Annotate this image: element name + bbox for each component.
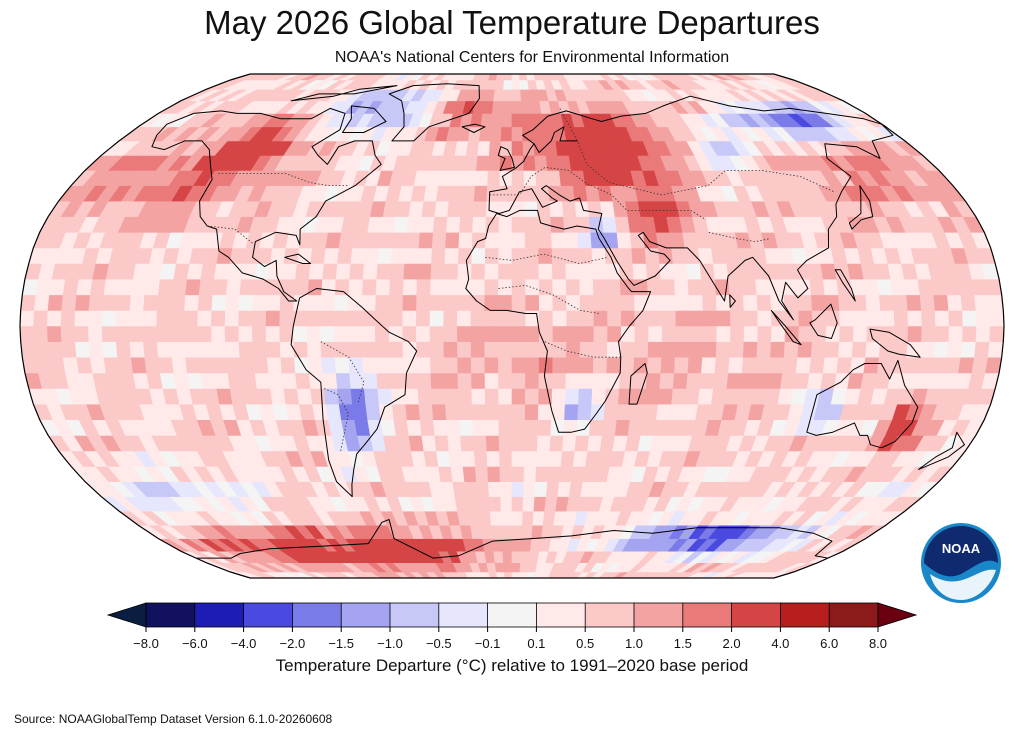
colorbar-swatch <box>194 602 245 628</box>
colorbar-swatch <box>487 602 538 628</box>
source-credit: Source: NOAAGlobalTemp Dataset Version 6… <box>14 712 333 726</box>
colorbar-swatch <box>584 602 635 628</box>
noaa-logo-text: NOAA <box>942 541 981 556</box>
colorbar-swatch <box>828 602 879 628</box>
colorbar-swatch <box>340 602 391 628</box>
colorbar-swatch <box>731 602 782 628</box>
page-title: May 2026 Global Temperature Departures <box>204 4 820 41</box>
colorbar-under-arrow <box>106 602 147 628</box>
colorbar-swatch <box>633 602 684 628</box>
colorbar-swatch <box>780 602 830 628</box>
colorbar-swatch <box>243 602 294 628</box>
colorbar-swatch <box>389 602 440 628</box>
colorbar-swatch <box>536 602 586 628</box>
colorbar-swatch <box>682 602 733 628</box>
colorbar-swatch <box>145 602 196 628</box>
colorbar-tick-label: 8.0 <box>868 636 888 651</box>
colorbar-caption: Temperature Departure (°C) relative to 1… <box>275 656 749 675</box>
colorbar-swatch <box>291 602 342 628</box>
anomaly-cell <box>989 325 1004 342</box>
colorbar-swatch <box>438 602 489 628</box>
page-subtitle: NOAA's National Centers for Environmenta… <box>334 49 730 66</box>
noaa-logo-icon: NOAA <box>921 523 1001 603</box>
colorbar-over-arrow <box>877 602 918 628</box>
anomaly-grid <box>20 74 1004 578</box>
